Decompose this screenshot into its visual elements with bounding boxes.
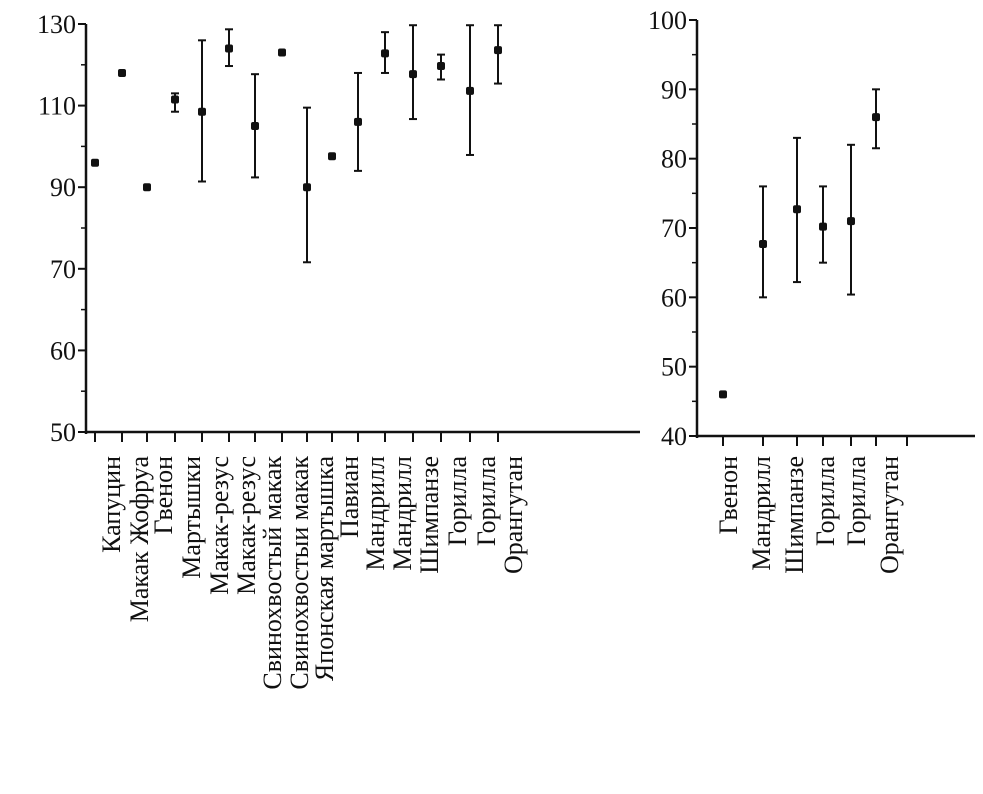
data-point [251,122,259,130]
y-tick-label: 70 [50,255,76,284]
x-category-label: Павиан [335,456,364,538]
data-point [328,152,336,161]
x-category-label: Мандрилл [388,456,417,571]
x-category-label: Гвенон [149,456,178,535]
x-category-label: Орангутан [875,456,904,574]
data-point [354,117,362,126]
x-category-label: Макак-резус [232,456,261,595]
data-point [91,158,99,167]
y-tick-label: 50 [661,353,687,382]
data-point [793,205,801,214]
y-tick-label: 90 [50,173,76,202]
y-tick-label: 70 [661,214,687,243]
x-category-label: Орангутан [499,456,528,574]
x-category-label: Капуцин [97,456,126,553]
data-point [303,183,311,192]
y-tick-label: 100 [648,6,687,35]
x-category-label: Свинохвостыи макак [285,456,314,690]
data-point [381,49,389,58]
x-category-label: Шимпанзе [415,456,444,574]
data-point [872,113,880,122]
y-tick-label: 50 [50,418,76,447]
data-point [171,95,179,104]
data-point [118,68,126,77]
x-category-label: Горилла [842,456,871,547]
y-tick-label: 60 [50,336,76,365]
x-category-label: Мартышки [177,456,206,579]
data-point [759,239,767,248]
data-point [198,107,206,116]
y-tick-label: 60 [661,283,687,312]
data-point [819,222,827,231]
y-tick-label: 130 [37,10,76,39]
data-point [278,48,286,57]
x-category-label: Японская мартышка [310,456,339,682]
x-category-label: Шимпанзе [780,456,809,574]
data-point [409,70,417,79]
data-point [494,46,502,55]
x-category-label: Макак Жофруа [125,456,154,623]
x-category-label: Мандрилл [747,456,776,571]
x-category-label: Горилла [472,456,501,547]
y-tick-label: 80 [661,145,687,174]
data-point [143,183,151,192]
x-category-label: Горилла [811,456,840,547]
y-tick-label: 40 [661,422,687,451]
x-category-label: Свинохвостый макак [258,456,287,690]
x-category-label: Макак-резус [205,456,234,595]
data-point [437,62,445,71]
y-tick-label: 90 [661,75,687,104]
x-category-label: Мандрилл [361,456,390,571]
y-tick-label: 110 [38,92,76,121]
x-category-label: Гвенон [714,456,743,535]
data-point [847,217,855,226]
x-category-label: Горилла [443,456,472,547]
data-point [225,44,233,53]
data-point [466,86,474,95]
data-point [719,390,727,399]
